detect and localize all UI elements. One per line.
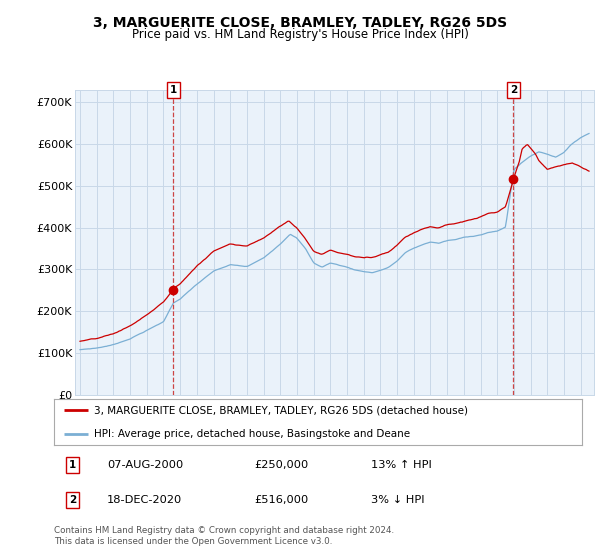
Text: Contains HM Land Registry data © Crown copyright and database right 2024.
This d: Contains HM Land Registry data © Crown c… (54, 526, 394, 546)
Text: 1: 1 (170, 85, 177, 95)
Text: £516,000: £516,000 (254, 495, 309, 505)
Text: 3, MARGUERITE CLOSE, BRAMLEY, TADLEY, RG26 5DS (detached house): 3, MARGUERITE CLOSE, BRAMLEY, TADLEY, RG… (94, 405, 467, 416)
Text: £250,000: £250,000 (254, 460, 309, 470)
Text: 3% ↓ HPI: 3% ↓ HPI (371, 495, 424, 505)
Text: 18-DEC-2020: 18-DEC-2020 (107, 495, 182, 505)
Text: 2: 2 (510, 85, 517, 95)
Text: 2: 2 (69, 495, 76, 505)
Text: Price paid vs. HM Land Registry's House Price Index (HPI): Price paid vs. HM Land Registry's House … (131, 28, 469, 41)
Text: 07-AUG-2000: 07-AUG-2000 (107, 460, 183, 470)
Text: 13% ↑ HPI: 13% ↑ HPI (371, 460, 431, 470)
Text: 1: 1 (69, 460, 76, 470)
Text: HPI: Average price, detached house, Basingstoke and Deane: HPI: Average price, detached house, Basi… (94, 429, 410, 439)
Text: 3, MARGUERITE CLOSE, BRAMLEY, TADLEY, RG26 5DS: 3, MARGUERITE CLOSE, BRAMLEY, TADLEY, RG… (93, 16, 507, 30)
